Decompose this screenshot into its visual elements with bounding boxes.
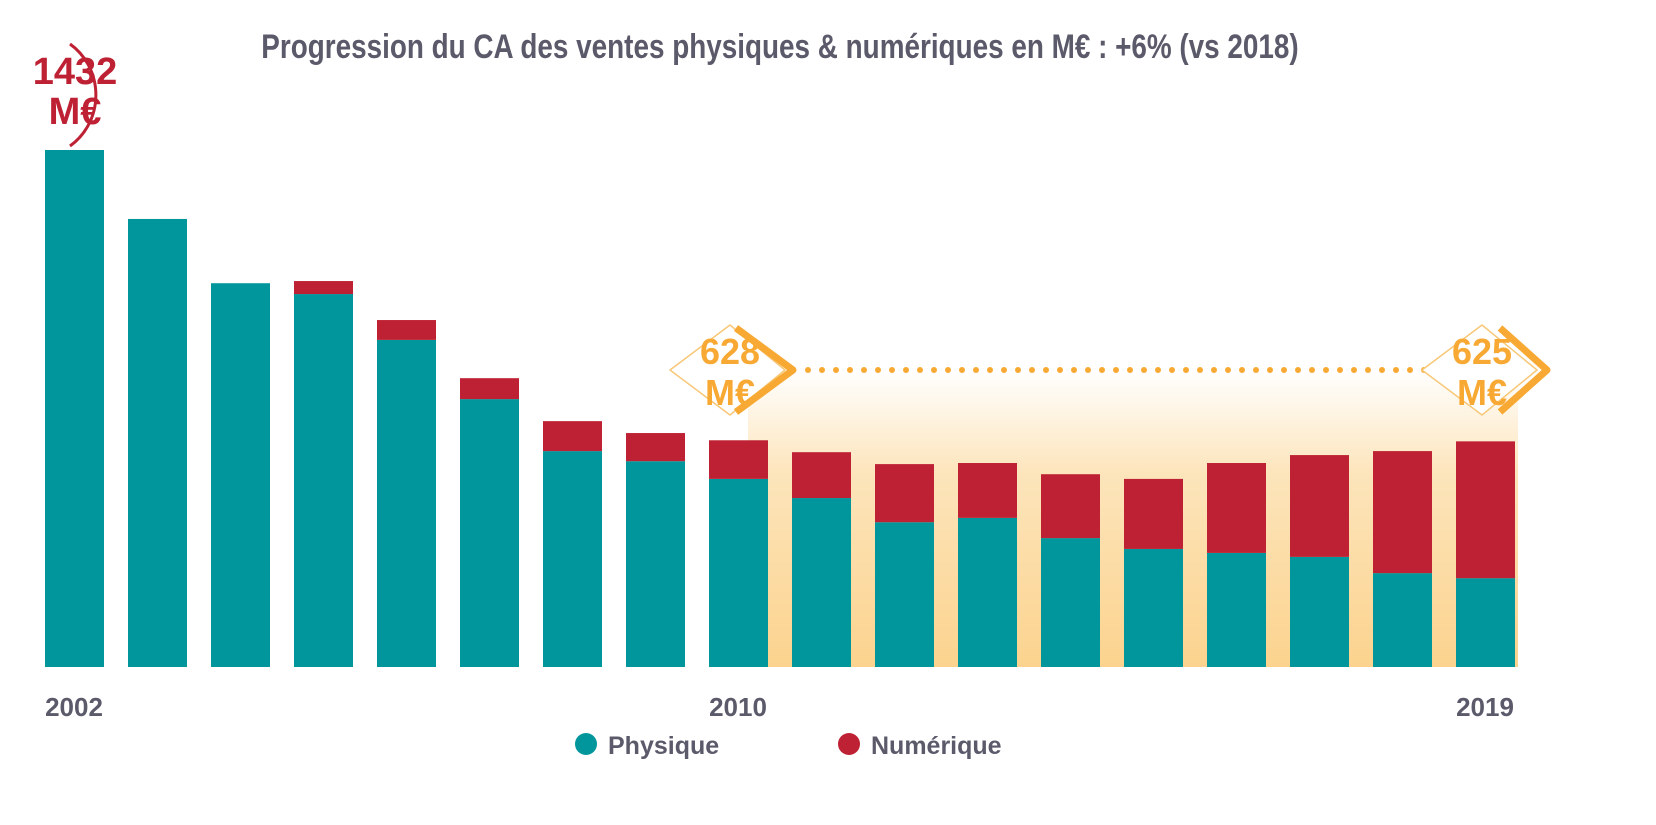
bar-physique-2013: [958, 517, 1017, 667]
bars-group: [45, 150, 1515, 667]
bar-physique-2016: [1207, 552, 1266, 667]
annotation-unit: M€: [49, 91, 102, 133]
bar-numerique-2015: [1124, 478, 1183, 549]
bar-physique-2006: [377, 339, 436, 667]
x-tick-2019: 2019: [1456, 692, 1514, 722]
bar-physique-2009: [626, 461, 685, 667]
legend-swatch-physique: [575, 733, 597, 755]
bar-numerique-2007: [460, 378, 519, 400]
annotation-value: 625: [1452, 331, 1512, 372]
chart-title: Progression du CA des ventes physiques &…: [261, 27, 1298, 65]
bar-physique-2003: [128, 218, 187, 667]
bar-numerique-2008: [543, 421, 602, 452]
bar-numerique-2017: [1290, 455, 1349, 557]
bar-numerique-2010: [709, 440, 768, 479]
annotation-value: 628: [700, 331, 760, 372]
legend: Physique Numérique: [575, 732, 1002, 760]
bar-numerique-2019: [1456, 441, 1515, 579]
bar-numerique-2011: [792, 452, 851, 499]
bar-numerique-2018: [1373, 451, 1432, 574]
bar-physique-2010: [709, 478, 768, 667]
annotation-unit: M€: [705, 372, 755, 413]
bar-physique-2017: [1290, 556, 1349, 667]
bar-physique-2014: [1041, 538, 1100, 667]
bar-physique-2015: [1124, 548, 1183, 667]
legend-label-numerique: Numérique: [871, 732, 1002, 760]
annotation-628: 628 M€: [669, 324, 797, 416]
x-tick-2010: 2010: [709, 692, 767, 722]
x-tick-2002: 2002: [45, 692, 103, 722]
bar-numerique-2005: [294, 281, 353, 295]
bar-physique-2004: [211, 283, 270, 667]
bar-numerique-2013: [958, 463, 1017, 518]
bar-numerique-2016: [1207, 463, 1266, 553]
bar-physique-2019: [1456, 578, 1515, 667]
legend-label-physique: Physique: [608, 732, 719, 760]
bar-numerique-2012: [875, 464, 934, 523]
bar-physique-2011: [792, 498, 851, 667]
bar-numerique-2006: [377, 320, 436, 340]
annotation-625: 625 M€: [1421, 324, 1551, 416]
annotation-unit: M€: [1457, 372, 1507, 413]
bar-physique-2005: [294, 294, 353, 667]
bar-numerique-2014: [1041, 474, 1100, 539]
bar-numerique-2009: [626, 433, 685, 462]
bar-physique-2002: [45, 150, 104, 667]
legend-swatch-numerique: [838, 733, 860, 755]
bar-physique-2007: [460, 399, 519, 667]
bar-physique-2012: [875, 522, 934, 667]
annotation-value: 1432: [33, 51, 118, 93]
bar-physique-2008: [543, 451, 602, 667]
bar-physique-2018: [1373, 573, 1432, 667]
annotation-1432: 1432 M€: [33, 42, 118, 148]
